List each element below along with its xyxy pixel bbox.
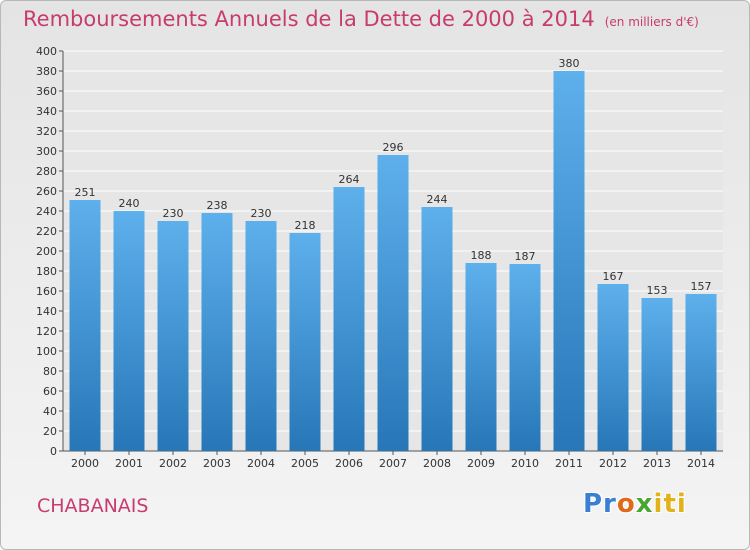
x-tick-label-2002: 2002 [159, 457, 187, 470]
bar-2010 [509, 264, 541, 451]
bar-2012 [597, 284, 629, 451]
x-tick-label-2001: 2001 [115, 457, 143, 470]
bar-2008 [421, 207, 453, 451]
data-label-2006: 264 [339, 173, 360, 186]
data-label-2009: 188 [471, 249, 492, 262]
bar-2013 [641, 298, 673, 451]
data-label-2008: 244 [427, 193, 448, 206]
bar-2006 [333, 187, 365, 451]
data-label-2003: 238 [207, 199, 228, 212]
x-tick-label-2013: 2013 [643, 457, 671, 470]
y-tick-label: 160 [36, 285, 57, 298]
y-tick-label: 180 [36, 265, 57, 278]
bar-2000 [69, 200, 101, 451]
bar-2014 [685, 294, 717, 451]
chart-title-main: Remboursements Annuels de la Dette de 20… [23, 7, 595, 31]
data-label-2002: 230 [163, 207, 184, 220]
data-label-2005: 218 [295, 219, 316, 232]
y-tick-label: 300 [36, 145, 57, 158]
data-label-2001: 240 [119, 197, 140, 210]
y-tick-label: 360 [36, 85, 57, 98]
y-tick-label: 220 [36, 225, 57, 238]
data-label-2012: 167 [603, 270, 624, 283]
y-tick-label: 140 [36, 305, 57, 318]
x-tick-label-2003: 2003 [203, 457, 231, 470]
bar-2004 [245, 221, 277, 451]
bar-2002 [157, 221, 189, 451]
commune-name: CHABANAIS [37, 495, 149, 517]
chart-title: Remboursements Annuels de la Dette de 20… [23, 7, 699, 31]
y-tick-label: 400 [36, 45, 57, 58]
proxiti-logo: Proxiti [583, 489, 687, 519]
x-tick-label-2009: 2009 [467, 457, 495, 470]
y-tick-label: 320 [36, 125, 57, 138]
data-label-2004: 230 [251, 207, 272, 220]
x-tick-label-2006: 2006 [335, 457, 363, 470]
bar-2003 [201, 213, 233, 451]
bar-2001 [113, 211, 145, 451]
x-tick-label-2007: 2007 [379, 457, 407, 470]
data-label-2007: 296 [383, 141, 404, 154]
x-tick-label-2014: 2014 [687, 457, 715, 470]
y-tick-label: 0 [50, 445, 57, 458]
data-label-2011: 380 [559, 57, 580, 70]
y-tick-label: 240 [36, 205, 57, 218]
bar-2007 [377, 155, 409, 451]
x-tick-label-2005: 2005 [291, 457, 319, 470]
y-tick-label: 20 [43, 425, 57, 438]
y-tick-label: 40 [43, 405, 57, 418]
x-tick-label-2004: 2004 [247, 457, 275, 470]
data-label-2000: 251 [75, 186, 96, 199]
data-label-2014: 157 [691, 280, 712, 293]
data-label-2013: 153 [647, 284, 668, 297]
bar-2005 [289, 233, 321, 451]
y-tick-label: 380 [36, 65, 57, 78]
y-tick-label: 80 [43, 365, 57, 378]
chart-title-unit: (en milliers d'€) [604, 15, 699, 29]
x-tick-label-2010: 2010 [511, 457, 539, 470]
y-tick-label: 100 [36, 345, 57, 358]
x-tick-label-2011: 2011 [555, 457, 583, 470]
y-tick-label: 200 [36, 245, 57, 258]
x-tick-label-2008: 2008 [423, 457, 451, 470]
y-tick-label: 340 [36, 105, 57, 118]
y-tick-label: 120 [36, 325, 57, 338]
x-tick-label-2012: 2012 [599, 457, 627, 470]
bar-2011 [553, 71, 585, 451]
x-tick-label-2000: 2000 [71, 457, 99, 470]
data-label-2010: 187 [515, 250, 536, 263]
y-tick-label: 60 [43, 385, 57, 398]
y-tick-label: 280 [36, 165, 57, 178]
y-tick-label: 260 [36, 185, 57, 198]
bar-2009 [465, 263, 497, 451]
